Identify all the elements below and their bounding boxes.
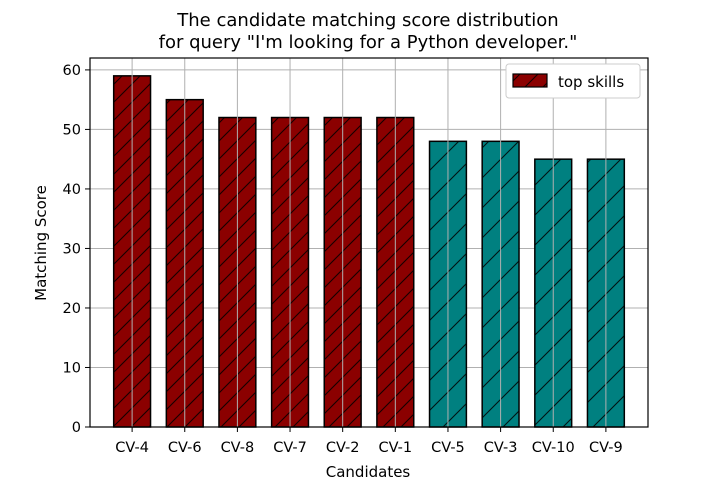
legend-swatch-top-skills bbox=[512, 73, 548, 88]
y-axis-label: Matching Score bbox=[32, 185, 50, 301]
y-tick-label: 10 bbox=[63, 360, 81, 376]
ticks: 0 10 20 30 40 50 60 CV-4 CV-6 CV-8 CV-7 CV-2 CV-1 CV-… bbox=[63, 63, 623, 456]
y-tick-label: 40 bbox=[63, 182, 81, 198]
x-tick-label-cv-9: CV-9 bbox=[589, 440, 623, 456]
y-tick-label: 0 bbox=[72, 420, 81, 436]
bars bbox=[112, 75, 626, 428]
chart-title-line-2: for query "I'm looking for a Python deve… bbox=[159, 32, 578, 53]
y-tick-label: 30 bbox=[63, 241, 81, 257]
x-tick-label-cv-8: CV-8 bbox=[221, 440, 255, 456]
x-tick-label-cv-5: CV-5 bbox=[431, 440, 465, 456]
legend-frame bbox=[505, 63, 641, 99]
y-tick-label: 50 bbox=[63, 122, 81, 138]
y-tick-label: 60 bbox=[63, 63, 81, 79]
x-tick-label-cv-10: CV-10 bbox=[532, 440, 575, 456]
x-tick-label-cv-2: CV-2 bbox=[326, 440, 360, 456]
y-tick-label: 20 bbox=[63, 301, 81, 317]
legend: top skills bbox=[505, 63, 641, 99]
x-tick-label-cv-6: CV-6 bbox=[168, 440, 202, 456]
x-tick-label-cv-7: CV-7 bbox=[273, 440, 307, 456]
plot-frame bbox=[89, 57, 649, 428]
axes bbox=[89, 57, 649, 428]
x-tick-label-cv-3: CV-3 bbox=[484, 440, 518, 456]
x-tick-label-cv-4: CV-4 bbox=[115, 440, 149, 456]
x-tick-label-cv-1: CV-1 bbox=[378, 440, 412, 456]
chart-title-line-1: The candidate matching score distributio… bbox=[176, 10, 558, 31]
x-axis-label: Candidates bbox=[326, 463, 411, 480]
legend-label-top-skills: top skills bbox=[558, 73, 624, 91]
